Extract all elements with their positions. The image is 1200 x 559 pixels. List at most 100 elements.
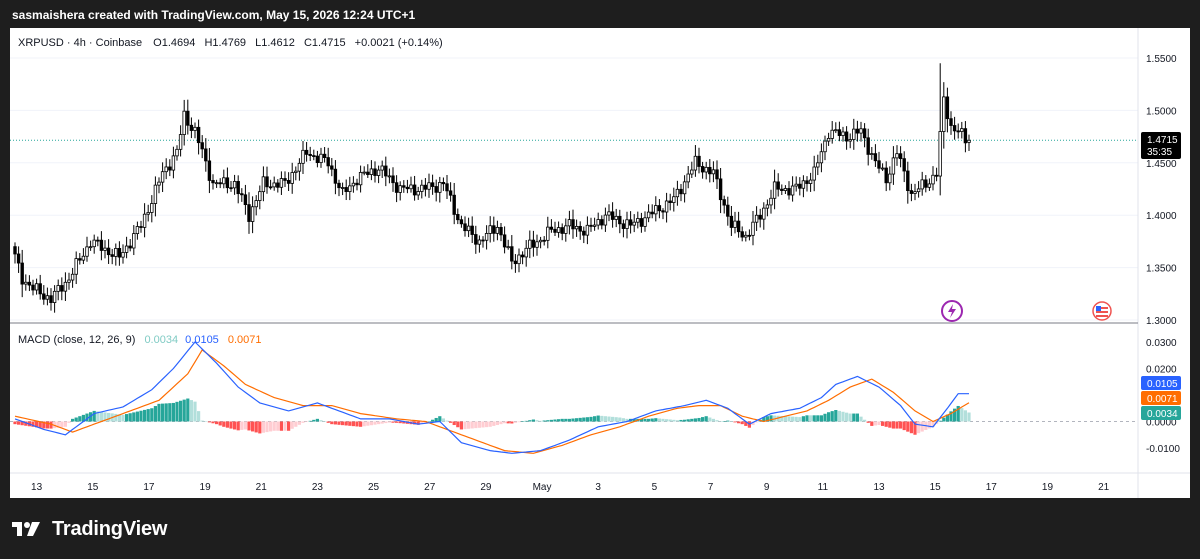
candle-body <box>142 213 147 228</box>
macd-histogram-bar <box>276 421 280 431</box>
macd-histogram-bar <box>675 420 679 422</box>
macd-histogram-bar <box>236 421 240 431</box>
price-chart[interactable]: 1.5500 1.5000 1.4500 1.4000 1.3500 1.3000 0.0… <box>10 28 1190 498</box>
macd-histogram-bar <box>848 413 852 422</box>
macd-histogram-bar <box>729 421 733 422</box>
candle-body <box>344 187 348 193</box>
candle-body <box>333 168 338 184</box>
candle-body <box>110 254 114 257</box>
candle-body <box>769 197 773 206</box>
signal-badge-value: 0.0071 <box>1147 394 1178 405</box>
macd-histogram-bar <box>719 421 723 422</box>
macd-histogram-bar <box>218 421 222 426</box>
candle-body <box>798 183 802 189</box>
macd-histogram-bar <box>863 419 867 422</box>
macd-histogram-bar <box>441 418 445 422</box>
candle-body <box>49 295 53 303</box>
legend-open: 1.4694 <box>162 37 196 49</box>
macd-histogram-bar <box>481 421 485 428</box>
candle-body <box>913 191 917 194</box>
macd-histogram-bar <box>348 421 352 426</box>
candle-body <box>704 166 708 173</box>
macd-histogram-bar <box>571 418 575 422</box>
last-price-value: 1.4715 <box>1147 135 1178 146</box>
candle-body <box>535 241 539 248</box>
macd-histogram-bar <box>513 421 517 423</box>
candle-body <box>747 234 752 237</box>
candle-body <box>168 166 172 171</box>
candle-body <box>812 166 816 181</box>
candle-body <box>182 110 186 135</box>
legend-close-label: C <box>304 37 312 49</box>
candle-body <box>528 239 532 249</box>
event-icon-lightning[interactable] <box>941 300 963 322</box>
candle-body <box>34 283 39 291</box>
macd-histogram-bar <box>395 421 399 423</box>
macd-histogram-bar <box>963 410 967 422</box>
candle-body <box>960 128 964 132</box>
candlestick-series[interactable] <box>13 63 971 313</box>
candle-body <box>106 247 111 256</box>
macd-histogram-bar <box>125 414 129 422</box>
macd-histogram-bar <box>38 421 42 428</box>
candle-body <box>391 175 395 184</box>
candle-body <box>837 129 842 136</box>
macd-histogram-bar <box>60 421 64 428</box>
macd-histogram-bar <box>668 419 672 422</box>
candle-body <box>60 285 64 292</box>
candle-body <box>139 226 143 228</box>
macd-badges: 0.0105 0.0071 0.0034 <box>1141 376 1181 420</box>
macd-histogram-bar <box>315 418 319 422</box>
candle-body <box>639 218 644 227</box>
macd-histogram-bar <box>153 406 157 422</box>
candle-body <box>574 225 579 230</box>
macd-histogram-bar <box>715 420 719 422</box>
macd-histogram-bar <box>182 399 186 422</box>
macd-histogram-bar <box>449 421 453 423</box>
event-icon-us-flag[interactable] <box>1092 301 1112 321</box>
macd-histogram-bar <box>737 421 741 424</box>
candle-body <box>776 181 780 190</box>
candle-body <box>906 170 910 191</box>
macd-histogram-bar <box>204 421 208 422</box>
candle-body <box>510 246 514 262</box>
macd-line[interactable] <box>14 341 969 454</box>
candle-body <box>852 128 856 140</box>
candle-body <box>891 157 896 175</box>
macd-histogram-bar <box>157 403 161 422</box>
candle-body <box>398 185 402 193</box>
chart-frame[interactable]: 1.5500 1.5000 1.4500 1.4000 1.3500 1.3000 0.0… <box>10 28 1190 498</box>
candle-body <box>740 231 744 238</box>
macd-histogram-bar <box>207 421 211 423</box>
candle-body <box>52 290 57 303</box>
macd-histogram-bar <box>517 421 521 423</box>
candle-body <box>211 180 215 184</box>
time-axis[interactable]: 13 15 17 19 21 23 25 27 29 May 3 5 7 9 11 13 15 17 19 21 <box>31 482 1110 493</box>
macd-histogram-bar <box>920 421 924 432</box>
candle-body <box>337 182 341 189</box>
candle-body <box>499 226 503 236</box>
macd-histogram[interactable] <box>13 398 971 435</box>
macd-histogram-bar <box>495 421 499 426</box>
macd-histogram-bar <box>438 416 442 422</box>
candle-body <box>340 187 345 189</box>
candle-body <box>614 215 618 220</box>
macd-histogram-bar <box>366 421 370 426</box>
candle-body <box>186 110 190 126</box>
price-axis[interactable]: 1.5500 1.5000 1.4500 1.4000 1.3500 1.3000 <box>1146 54 1177 327</box>
macd-histogram-bar <box>603 416 607 422</box>
candle-body <box>74 258 78 275</box>
candle-body <box>146 212 150 215</box>
macd-histogram-bar <box>762 417 766 422</box>
macd-signal-line[interactable] <box>14 349 970 454</box>
candle-body <box>171 155 176 171</box>
candle-body <box>664 200 669 213</box>
candle-body <box>686 173 690 183</box>
candle-body <box>304 149 309 155</box>
macd-tick-label: 0.0300 <box>1146 338 1177 349</box>
macd-histogram-bar <box>953 408 957 422</box>
candle-body <box>283 178 287 181</box>
macd-histogram-bar <box>776 415 780 422</box>
macd-histogram-bar <box>960 408 964 422</box>
candle-body <box>470 225 474 235</box>
